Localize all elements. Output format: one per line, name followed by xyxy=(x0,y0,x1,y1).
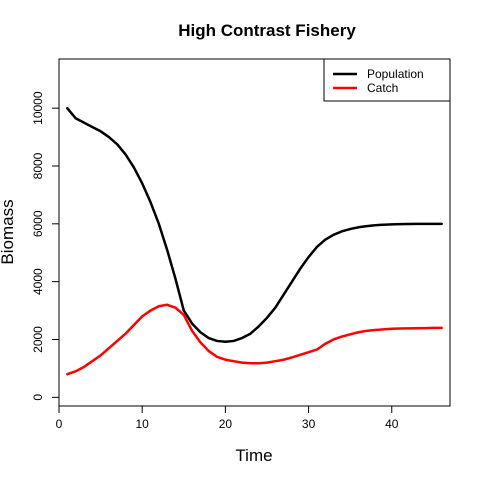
x-axis-label: Time xyxy=(235,446,272,465)
x-tick-label: 0 xyxy=(56,417,63,431)
x-tick-label: 30 xyxy=(302,417,316,431)
y-tick-label: 4000 xyxy=(31,268,45,295)
y-tick-label: 0 xyxy=(31,394,45,401)
y-axis: 0 2000 4000 6000 8000 10000 xyxy=(31,91,60,401)
series-layer xyxy=(66,106,443,376)
x-tick-label: 40 xyxy=(385,417,399,431)
y-tick-label: 8000 xyxy=(31,152,45,179)
legend-label-population: Population xyxy=(367,67,424,81)
x-tick-label: 20 xyxy=(219,417,233,431)
x-axis: 0 10 20 30 40 xyxy=(56,405,399,431)
legend: Population Catch xyxy=(323,58,451,102)
y-tick-label: 10000 xyxy=(31,91,45,125)
y-tick-label: 2000 xyxy=(31,326,45,353)
series-line-catch xyxy=(66,303,443,376)
y-axis-label: Biomass xyxy=(0,199,17,264)
chart-title: High Contrast Fishery xyxy=(178,21,356,40)
x-tick-label: 10 xyxy=(136,417,150,431)
legend-box xyxy=(323,58,451,102)
y-tick-label: 6000 xyxy=(31,210,45,237)
series-line-population xyxy=(66,106,443,344)
plot-frame xyxy=(58,58,451,407)
legend-label-catch: Catch xyxy=(367,81,398,95)
